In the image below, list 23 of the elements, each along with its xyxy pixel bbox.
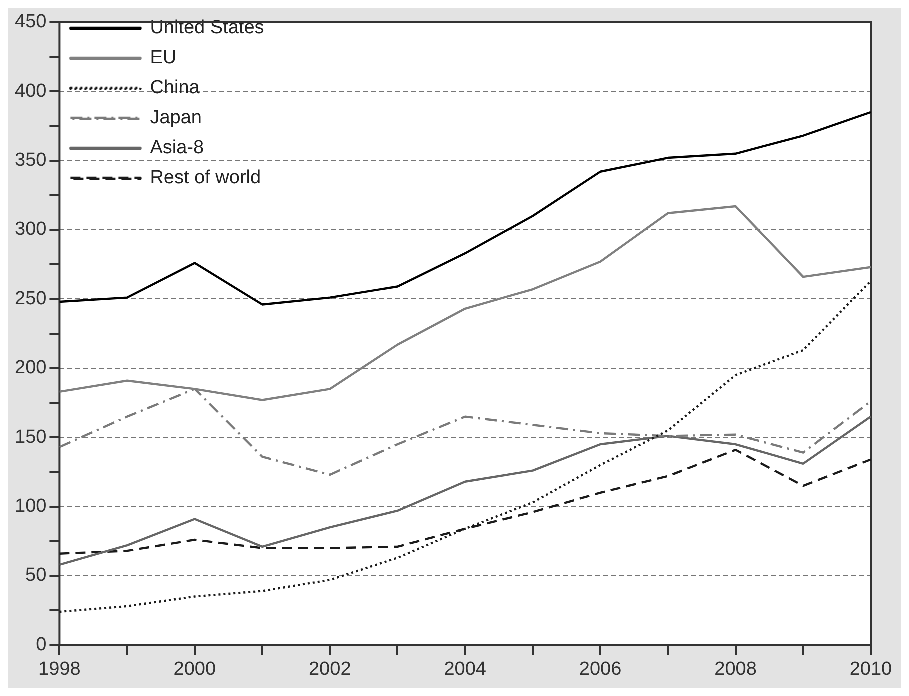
x-tick-label: 2010 [850,658,892,680]
y-tick-label: 50 [26,565,47,586]
x-tick-label: 1998 [38,658,81,680]
x-tick-label: 2000 [174,658,216,680]
x-tick-label: 2006 [579,658,622,680]
legend-label: Rest of world [150,168,262,189]
y-tick-label: 100 [15,496,47,518]
x-tick-label: 2008 [714,658,757,680]
y-tick-label: 350 [15,150,47,172]
y-tick-label: 250 [15,288,47,310]
y-tick-label: 400 [15,80,47,102]
legend-label: EU [150,48,177,69]
y-tick-label: 200 [15,358,47,379]
legend-label: Asia-8 [150,138,204,159]
line-series [60,280,871,614]
x-tick-label: 2002 [308,658,352,680]
y-tick-label: 0 [36,634,47,656]
legend-label: Japan [150,108,202,129]
y-tick-label: 300 [15,219,47,240]
y-tick-label: 150 [15,426,47,448]
y-tick-label: 450 [15,12,47,33]
x-tick-label: 2004 [444,658,487,680]
legend-label: United States [150,18,264,39]
